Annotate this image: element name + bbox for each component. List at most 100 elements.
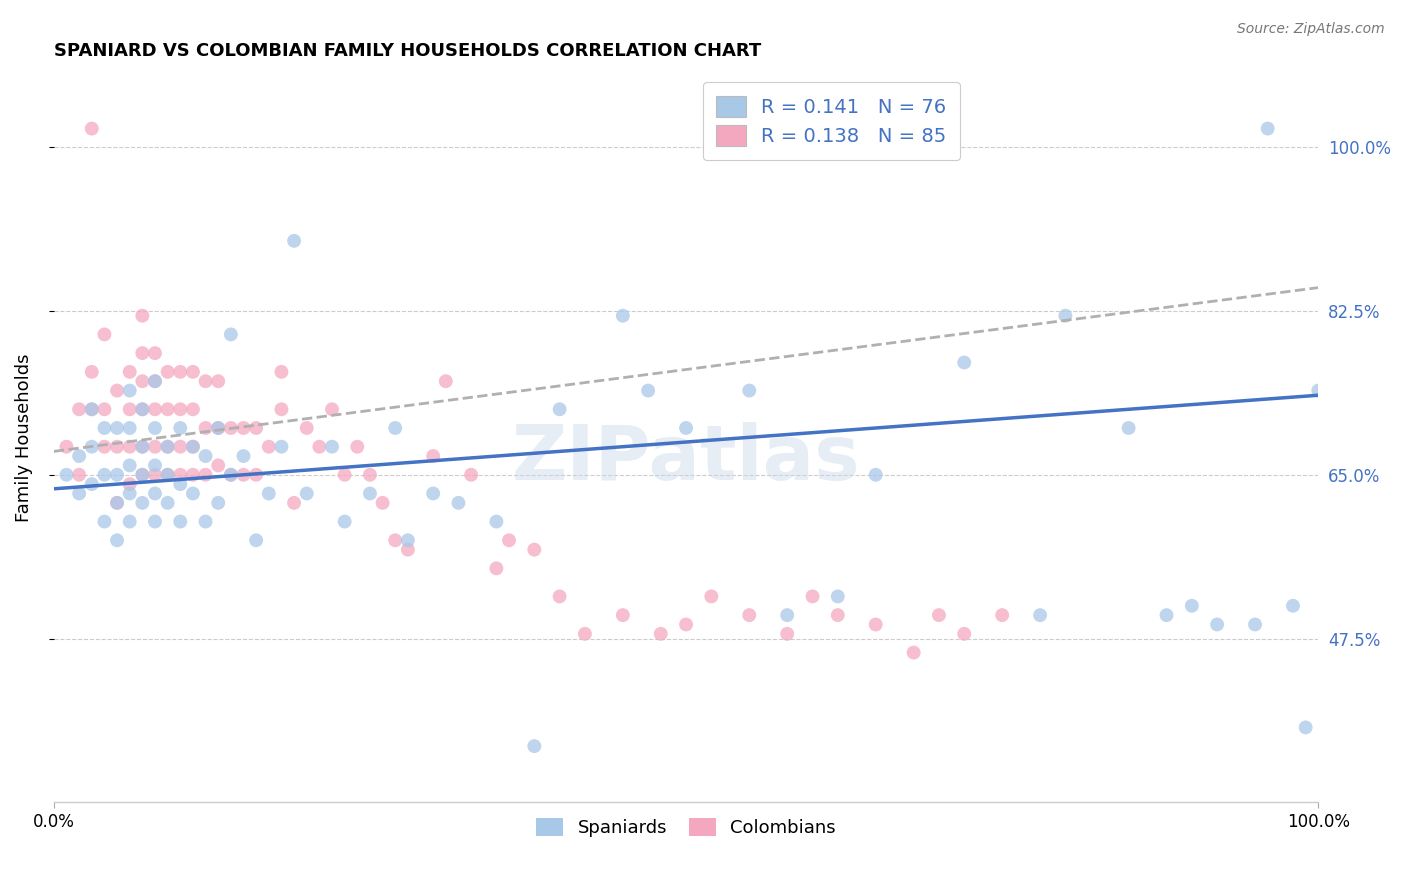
Point (460, 467, 482, 482)
Point (434, 374, 457, 388)
Text: SPANIARD VS COLOMBIAN FAMILY HOUSEHOLDS CORRELATION CHART: SPANIARD VS COLOMBIAN FAMILY HOUSEHOLDS … (53, 42, 761, 60)
Point (118, 440, 141, 454)
Point (523, 739, 546, 753)
Point (169, 365, 191, 379)
Point (1181, 599, 1204, 613)
Point (131, 309, 153, 323)
Point (776, 608, 799, 623)
Legend: Spaniards, Colombians: Spaniards, Colombians (529, 811, 844, 845)
Text: Source: ZipAtlas.com: Source: ZipAtlas.com (1237, 22, 1385, 37)
Point (675, 617, 697, 632)
Point (1054, 309, 1077, 323)
Point (181, 365, 204, 379)
Point (131, 402, 153, 417)
Point (333, 467, 356, 482)
Point (1156, 608, 1178, 623)
Point (270, 402, 292, 417)
Point (1308, 384, 1330, 398)
Point (738, 384, 761, 398)
Point (321, 440, 343, 454)
Point (131, 374, 153, 388)
Point (143, 346, 166, 360)
Text: ZIPatlas: ZIPatlas (512, 422, 860, 496)
Point (93, 440, 115, 454)
Point (232, 421, 254, 435)
Point (67, 402, 90, 417)
Point (1257, 121, 1279, 136)
Point (359, 467, 381, 482)
Point (80, 402, 103, 417)
Point (143, 458, 166, 473)
Point (801, 590, 824, 604)
Point (1118, 421, 1140, 435)
Point (143, 440, 166, 454)
Point (207, 458, 229, 473)
Point (612, 608, 634, 623)
Point (574, 627, 596, 641)
Point (181, 402, 204, 417)
Point (143, 402, 166, 417)
Point (283, 496, 305, 510)
Point (67, 467, 90, 482)
Point (548, 590, 571, 604)
Point (865, 467, 887, 482)
Point (80, 440, 103, 454)
Point (156, 467, 179, 482)
Point (93, 515, 115, 529)
Point (143, 421, 166, 435)
Point (1206, 617, 1229, 632)
Point (118, 421, 141, 435)
Point (384, 421, 406, 435)
Point (118, 402, 141, 417)
Point (131, 467, 153, 482)
Point (270, 440, 292, 454)
Point (207, 496, 229, 510)
Point (953, 627, 976, 641)
Point (93, 402, 115, 417)
Point (118, 365, 141, 379)
Point (257, 486, 280, 500)
Point (953, 355, 976, 369)
Point (105, 384, 128, 398)
Point (118, 384, 141, 398)
Point (257, 440, 280, 454)
Point (207, 374, 229, 388)
Point (194, 421, 217, 435)
Point (156, 402, 179, 417)
Point (67, 449, 90, 463)
Point (1244, 617, 1267, 632)
Point (283, 234, 305, 248)
Point (207, 421, 229, 435)
Point (245, 421, 267, 435)
Point (650, 627, 672, 641)
Point (105, 533, 128, 548)
Point (612, 309, 634, 323)
Point (194, 467, 217, 482)
Point (181, 440, 204, 454)
Point (194, 515, 217, 529)
Point (371, 496, 394, 510)
Point (485, 515, 508, 529)
Point (827, 608, 849, 623)
Point (219, 421, 242, 435)
Point (80, 121, 103, 136)
Point (105, 496, 128, 510)
Point (738, 608, 761, 623)
Point (131, 402, 153, 417)
Point (232, 467, 254, 482)
Point (637, 384, 659, 398)
Point (143, 486, 166, 500)
Point (865, 617, 887, 632)
Point (245, 467, 267, 482)
Point (156, 365, 179, 379)
Point (422, 449, 444, 463)
Point (295, 486, 318, 500)
Point (131, 467, 153, 482)
Point (422, 486, 444, 500)
Point (1029, 608, 1052, 623)
Point (156, 440, 179, 454)
Point (143, 515, 166, 529)
Point (245, 533, 267, 548)
Point (447, 496, 470, 510)
Point (143, 374, 166, 388)
